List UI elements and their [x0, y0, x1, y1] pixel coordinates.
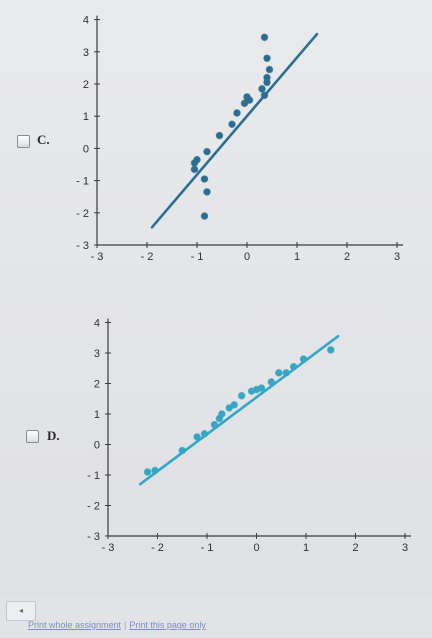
- plot-d-x-tick-label: - 3: [102, 542, 115, 554]
- plot-c-y-tick-label: 0: [83, 143, 89, 155]
- plot-d-data-point: [282, 369, 291, 377]
- plot-d-data-point: [230, 401, 239, 409]
- plot-d-data-point: [257, 384, 266, 392]
- plot-c-data-point: [203, 188, 211, 196]
- plot-c-data-point: [263, 54, 271, 63]
- plot-d-data-point: [289, 362, 298, 371]
- plot-c-data-point: [260, 91, 269, 100]
- plot-c-data-point: [193, 155, 201, 164]
- plot-c-data-point: [260, 33, 269, 42]
- option-d-checkbox[interactable]: [26, 430, 39, 443]
- option-c-checkbox[interactable]: [17, 135, 30, 148]
- plot-c-data-point: [228, 120, 236, 129]
- plot-c-data-point: [215, 131, 224, 140]
- plot-d-data-point: [200, 430, 209, 438]
- plot-d-y-tick-label: - 1: [87, 470, 100, 482]
- plot-d-data-point: [326, 346, 335, 354]
- plot-d-x-tick-label: - 1: [201, 542, 214, 554]
- print-page-only-link[interactable]: Print this page only: [129, 620, 206, 630]
- scatter-plot-d: - 3 - 2 - 1 0 1 2 3 - 3 - 2 - 1 0 1 2 3 4: [87, 318, 411, 554]
- plot-c-data-point: [265, 65, 274, 74]
- plot-c-data-point: [200, 175, 209, 183]
- plot-d-data-point: [193, 433, 201, 441]
- option-c-label: C.: [37, 132, 50, 147]
- plot-c-x-tick-label: 0: [244, 251, 250, 263]
- plot-c-x-tick-label: - 3: [91, 251, 104, 263]
- plot-c-y-tick-label: - 1: [76, 176, 89, 188]
- print-whole-assignment-link[interactable]: Print whole assignment: [28, 620, 122, 630]
- plot-c-x-tick-label: 2: [344, 251, 350, 263]
- plot-c-y-tick-label: - 3: [76, 240, 89, 252]
- plot-c-x-tick-label: 1: [294, 251, 300, 263]
- footer-links: Print whole assignment | Print this page o…: [28, 620, 206, 630]
- plot-c-data-point: [233, 109, 241, 117]
- plot-d-y-tick-label: 0: [94, 440, 100, 452]
- plot-d-data-point: [178, 446, 187, 455]
- plot-d-y-tick-label: 3: [94, 348, 100, 360]
- footer-separator: |: [124, 620, 127, 630]
- plot-d-data-point: [218, 410, 226, 418]
- plot-c-y-tick-label: - 2: [76, 208, 89, 220]
- plot-d-fit-line: [138, 334, 340, 486]
- plot-c-y-tick-label: 2: [83, 79, 89, 91]
- plot-d-data-point: [267, 378, 276, 386]
- plot-d-y-tick-label: 2: [94, 379, 100, 391]
- plot-d-x-tick-label: 3: [402, 542, 408, 554]
- plot-c-fit-line: [150, 32, 319, 229]
- plot-d-data-point: [151, 466, 159, 475]
- plot-d-data-point: [299, 355, 308, 363]
- plot-c-data-point: [190, 165, 199, 174]
- plot-d-y-tick-label: - 3: [87, 531, 100, 543]
- scatter-plot-c: - 3 - 2 - 1 0 1 2 3 - 3 - 2 - 1 0 1 2 3 4: [76, 15, 403, 263]
- plot-d-y-tick-label: 4: [94, 318, 100, 330]
- plot-c-y-tick-label: 1: [83, 111, 89, 123]
- plot-c-x-tick-label: 3: [394, 251, 400, 263]
- plot-c-data-point: [203, 147, 211, 156]
- plot-d-x-tick-label: 1: [303, 542, 309, 554]
- plot-d-x-tick-label: - 2: [151, 542, 164, 554]
- plot-d-data-point: [210, 420, 219, 429]
- plot-c-data-point: [258, 85, 266, 93]
- plot-c-y-tick-label: 3: [83, 47, 89, 59]
- plot-d-y-tick-label: 1: [94, 409, 100, 421]
- plot-c-data-point: [245, 96, 254, 104]
- plot-c-x-tick-label: - 2: [141, 251, 154, 263]
- plot-d-data-point: [274, 369, 283, 377]
- plot-c-data-point: [263, 73, 271, 82]
- plot-c-y-tick-label: 4: [83, 15, 89, 27]
- plot-d-x-tick-label: 2: [352, 542, 358, 554]
- plot-d-x-tick-label: 0: [253, 542, 259, 554]
- option-d-label: D.: [47, 428, 60, 443]
- answer-option-c[interactable]: C. - 3 - 2 - 1 0 1 2 3 - 3 - 2 - 1 0 1 2 3 4: [0, 0, 432, 290]
- plot-d-data-point: [143, 468, 152, 476]
- footer-bar: [0, 596, 432, 638]
- plot-d-y-tick-label: - 2: [87, 501, 100, 513]
- plot-c-x-tick-label: - 1: [191, 251, 204, 263]
- plot-d-data-point: [237, 391, 246, 400]
- scroll-left-button[interactable]: ◂: [6, 601, 36, 621]
- plot-c-data-point: [200, 212, 209, 220]
- answer-option-d[interactable]: D. - 3 - 2 - 1 0 1 2 3 - 3 - 2 - 1 0 1 2 3 4: [0, 296, 432, 586]
